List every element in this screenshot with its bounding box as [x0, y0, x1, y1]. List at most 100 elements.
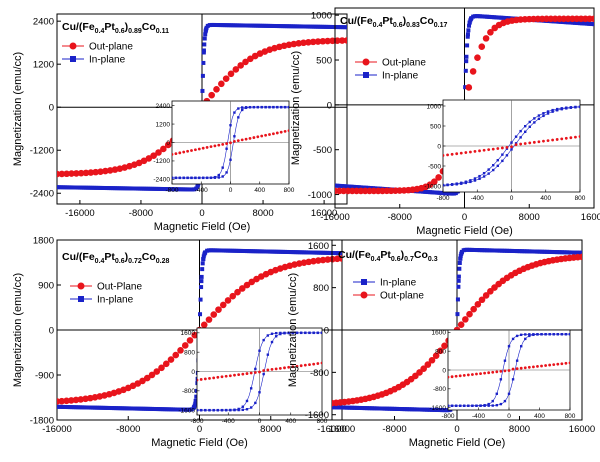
x-tick-label: -16000 [320, 212, 350, 223]
inset-out-plane-point [511, 367, 515, 371]
inset-out-plane-point [514, 143, 518, 147]
out-plane-point [155, 149, 162, 156]
inset-out-plane-point [199, 378, 203, 381]
inset-out-plane-point [203, 377, 207, 381]
title-part-s3: 0.72 [128, 258, 142, 265]
out-plane-point [77, 169, 85, 177]
inset-out-plane-point [443, 154, 445, 157]
inset-out-plane-point [568, 361, 570, 365]
title-part-main: Cu/(Fe [338, 249, 371, 261]
x-tick-label: -16000 [317, 424, 347, 435]
inset-out-plane-point [455, 152, 459, 156]
x-tick-label: 0 [197, 424, 202, 435]
in-plane-point [456, 284, 461, 289]
out-plane-point [430, 178, 438, 186]
inset-out-plane-point [500, 146, 504, 150]
in-plane-point [455, 297, 460, 302]
out-plane-point [232, 66, 240, 73]
out-plane-point [295, 40, 302, 47]
in-plane-point [193, 401, 198, 406]
out-plane-point [465, 84, 473, 91]
inset-out-plane-point [233, 140, 236, 143]
title-part-m1: Pt [104, 21, 115, 33]
in-plane-point [464, 54, 469, 59]
in-plane-point [468, 16, 473, 21]
inset-out-plane-point [464, 151, 468, 154]
out-plane-point [186, 337, 194, 344]
inset-out-plane-point [454, 374, 458, 378]
inset-y-tick-label: -500 [428, 163, 441, 170]
inset-y-tick-label: 0 [437, 143, 441, 150]
inset-out-plane-point [503, 369, 507, 373]
inset-y-tick-label: 0 [442, 367, 446, 374]
inset-out-plane-point [312, 362, 316, 366]
title-part-m2: ) [403, 15, 407, 27]
in-plane-point [203, 29, 208, 34]
out-plane-point [309, 38, 317, 46]
in-plane-point [202, 250, 207, 255]
inset-out-plane-point [487, 148, 491, 152]
title-part-s1: 0.4 [95, 28, 105, 35]
inset-out-plane-point [487, 371, 491, 375]
inset-out-plane-point [190, 149, 193, 152]
y-tick-label: 0 [324, 326, 329, 337]
inset-out-plane-point [174, 152, 178, 155]
y-axis-label: Magnetization (emu/cc) [287, 273, 299, 387]
y-tick-label: -500 [313, 145, 332, 156]
inset-x-tick-label: 0 [258, 418, 262, 425]
in-plane-point [592, 22, 594, 27]
out-plane-point [148, 371, 156, 379]
legend-marker-out-plane [362, 58, 370, 66]
in-plane-point [457, 260, 462, 265]
in-plane-point [200, 73, 205, 78]
in-plane-point [199, 274, 204, 279]
inset-1: -800 -400 0 400 800 -1000 -500 0 500 1000 [424, 99, 586, 202]
inset-out-plane-point [205, 146, 209, 149]
inset-out-plane-point [252, 136, 256, 139]
out-plane-point [82, 169, 90, 177]
out-plane-point [428, 356, 436, 364]
out-plane-point [314, 38, 322, 45]
inset-out-plane-point [519, 142, 523, 146]
x-axis-label: Magnetic Field (Oe) [151, 437, 248, 449]
out-plane-point [200, 321, 208, 329]
inset-data-layer [443, 105, 580, 187]
inset-x-tick-label: -400 [195, 187, 208, 194]
legend-label: Out-plane [382, 58, 426, 69]
x-axis-label: Magnetic Field (Oe) [409, 437, 506, 449]
inset-out-plane-point [225, 142, 229, 145]
in-plane-point [203, 32, 208, 37]
legend-label: Out-Plane [97, 282, 142, 293]
out-plane-point [424, 361, 432, 368]
in-plane-point [345, 25, 347, 30]
title-part-s4: 0.3 [428, 256, 438, 263]
title-part-m2: ) [125, 251, 129, 263]
in-plane-point [198, 297, 203, 302]
in-plane-point [467, 20, 472, 25]
x-axis-label: Magnetic Field (Oe) [416, 225, 513, 237]
inset-y-tick-label: -800 [433, 386, 446, 393]
inset-y-tick-label: -1200 [153, 158, 170, 165]
out-plane-point [437, 347, 444, 355]
legend-marker-out-plane [77, 282, 85, 290]
in-plane-point [463, 85, 468, 90]
inset-out-plane-point [256, 135, 260, 139]
out-plane-point [343, 37, 347, 44]
in-plane-point [204, 25, 209, 30]
inset-y-tick-label: -1600 [429, 405, 446, 412]
in-plane-point [459, 250, 464, 255]
inset-out-plane-point [482, 148, 486, 152]
inset-x-tick-label: 800 [317, 418, 328, 425]
out-plane-point [191, 331, 199, 339]
inset-out-plane-point [270, 368, 274, 371]
inset-out-plane-point [569, 136, 573, 140]
y-tick-label: -1600 [305, 410, 329, 421]
title-part-s2: 0.6 [115, 258, 125, 265]
y-tick-label: 800 [313, 283, 329, 294]
in-plane-point [198, 312, 203, 317]
title-part-m3: Co [414, 249, 428, 261]
out-plane-point [333, 255, 341, 263]
y-tick-label: 0 [49, 103, 54, 114]
x-tick-label: 16000 [329, 424, 355, 435]
